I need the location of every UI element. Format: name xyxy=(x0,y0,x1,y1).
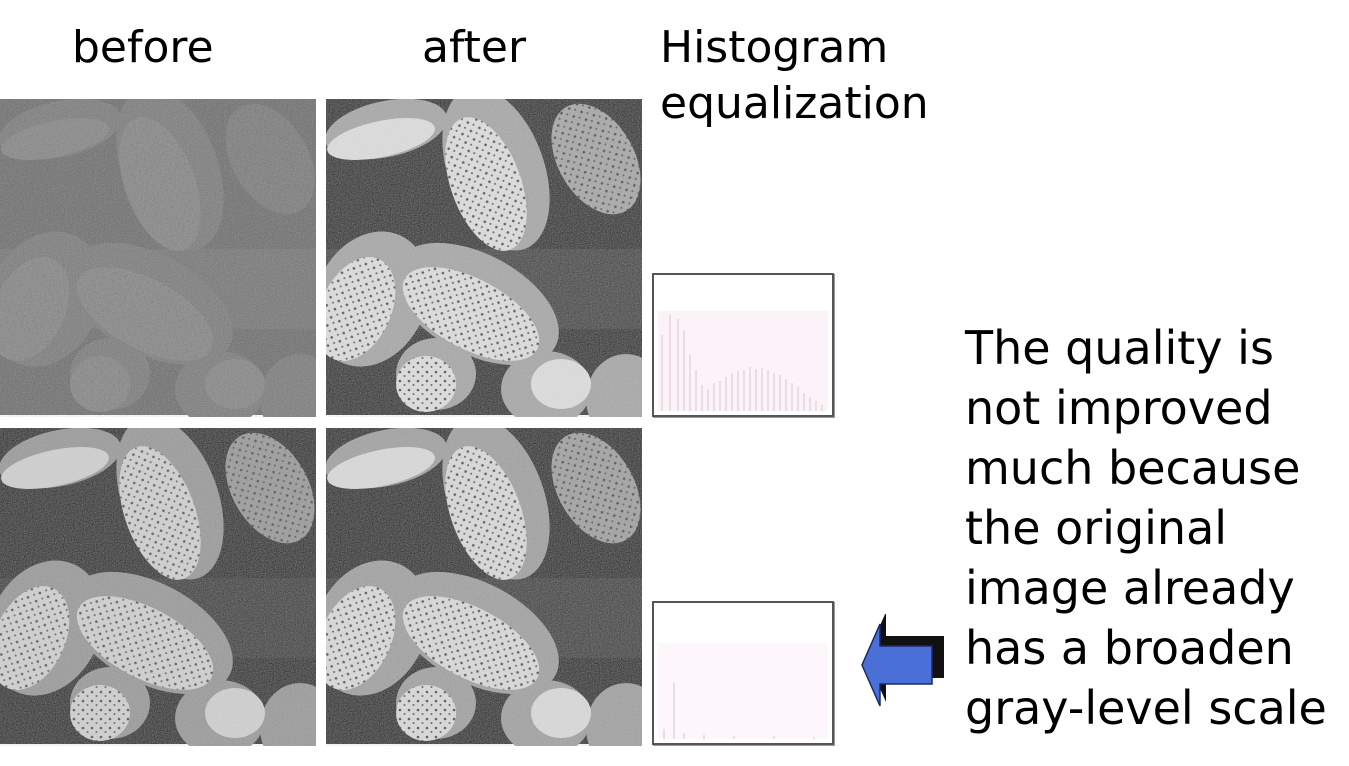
label-after: after xyxy=(422,22,527,73)
note-line: the original xyxy=(965,501,1228,555)
label-before: before xyxy=(72,22,214,73)
histogram-bottom xyxy=(652,601,834,745)
note-line: image already xyxy=(965,561,1295,615)
image-bottom-after xyxy=(326,428,642,746)
image-top-before xyxy=(0,99,316,417)
note-line: gray-level scale xyxy=(965,681,1327,735)
note-line: much because xyxy=(965,441,1301,495)
label-histogram-line2: equalization xyxy=(660,78,929,129)
note-line: The quality is xyxy=(965,321,1274,375)
explanation-note: The quality is not improved much because… xyxy=(965,318,1345,738)
label-histogram-equalization: Histogram equalization xyxy=(660,20,929,132)
image-top-after xyxy=(326,99,642,417)
left-arrow-icon xyxy=(860,612,944,716)
note-line: not improved xyxy=(965,381,1273,435)
image-bottom-before xyxy=(0,428,316,746)
label-histogram-line1: Histogram xyxy=(660,22,889,73)
note-line: has a broaden xyxy=(965,621,1294,675)
histogram-top xyxy=(652,273,834,417)
